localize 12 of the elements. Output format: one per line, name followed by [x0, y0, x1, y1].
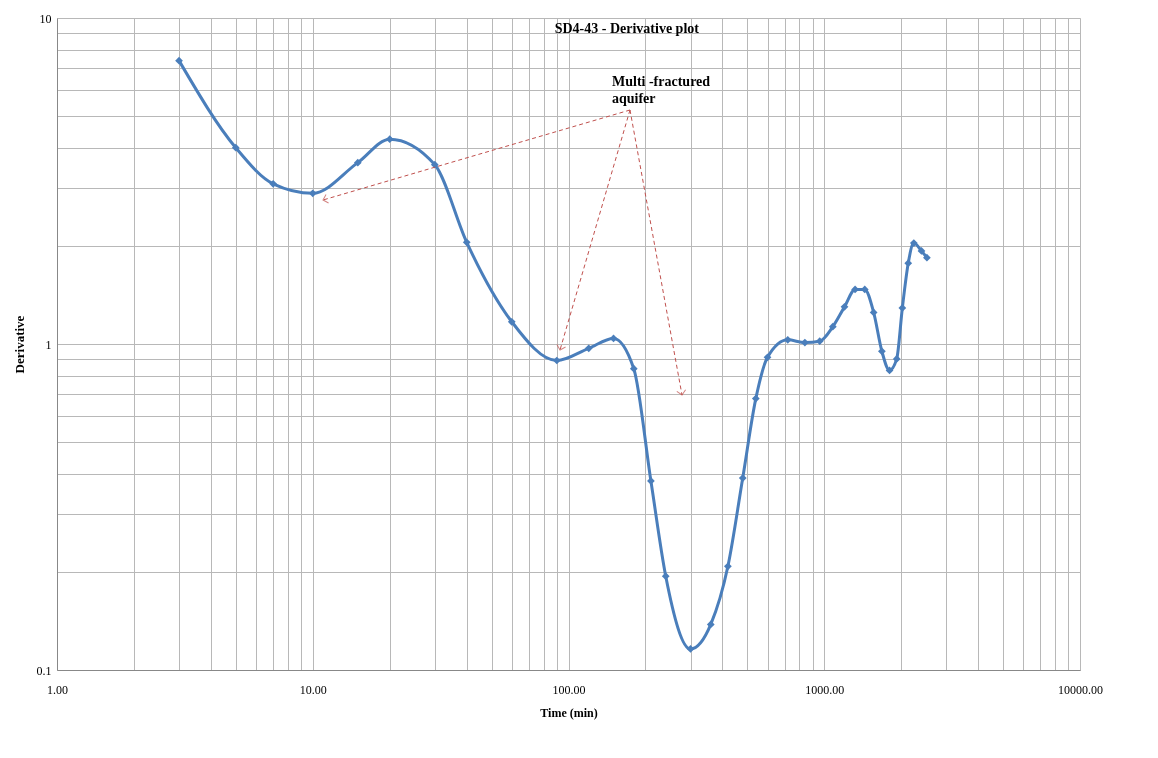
y-tick-label: 0.1	[36, 663, 52, 678]
x-tick-label: 10000.00	[1058, 682, 1103, 697]
y-axis-title: Derivative	[11, 315, 27, 374]
x-axis-title: Time (min)	[540, 705, 598, 720]
annotation: Multi -fractured aquifer	[612, 74, 711, 106]
y-tick-label: 10	[39, 11, 52, 26]
chart-title: SD4-43 - Derivative plot	[554, 21, 700, 36]
x-tick-label: 100.00	[552, 682, 586, 697]
y-tick-label: 1	[45, 337, 52, 352]
x-tick-label: 1.00	[47, 682, 68, 697]
x-tick-label: 1000.00	[805, 682, 845, 697]
x-tick-label: 10.00	[299, 682, 327, 697]
